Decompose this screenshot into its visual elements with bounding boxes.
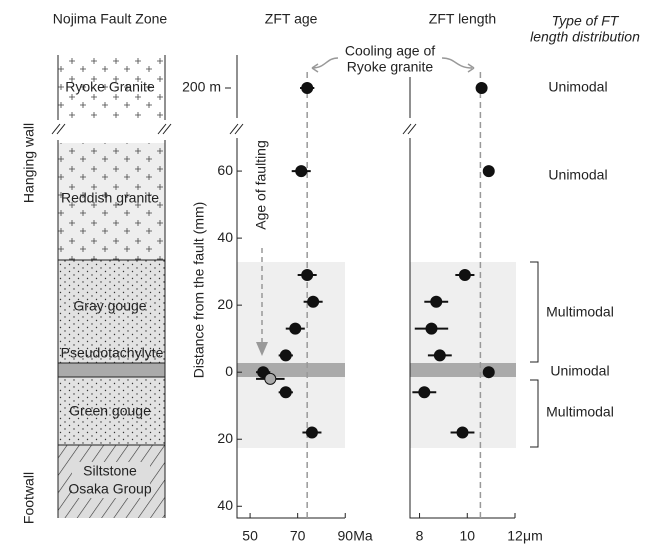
x-unit: μm [523,528,543,544]
y-tick-label: 0 [225,363,233,379]
x-tick-label: 70 [290,528,306,544]
point [418,386,431,399]
point [305,426,318,439]
x-tick-label: 12 [507,528,523,544]
y-break-label: 200 m [182,79,221,95]
panel-title: ZFT age [265,11,318,27]
y-tick-label: 20 [217,430,233,446]
layer-label: Gray gouge [73,298,146,314]
y-tick-label: 20 [217,296,233,312]
point [301,268,314,281]
layer-label: Osaka Group [68,481,151,497]
y-tick-label: 60 [217,162,233,178]
layer-label: Ryoke Granite [65,79,155,95]
annotation: Cooling age of [345,43,435,59]
axes [236,55,515,519]
x-tick-label: 8 [416,528,424,544]
footwall: Footwall [21,472,37,524]
x-tick-label: 10 [459,528,475,544]
panel-title: ZFT length [429,11,496,27]
point [456,426,469,439]
annotation-arrow [311,57,473,69]
point [433,349,446,362]
annotation: Age of faulting [253,140,269,230]
point [279,349,292,362]
point [482,366,495,379]
dist-label: Unimodal [550,363,609,379]
point [425,322,438,335]
dist-label: Unimodal [548,167,607,183]
layer-label: Reddish granite [61,190,159,206]
point [458,268,471,281]
pt-band [237,363,345,377]
dist-label: Multimodal [546,404,614,420]
dist-title: Type of FT [552,13,620,29]
x-tick-label: 90 [337,528,353,544]
shade [410,262,516,448]
y-label: Distance from the fault (mm) [191,202,207,379]
y-tick-label: 40 [217,229,233,245]
column-title: Nojima Fault Zone [53,11,168,27]
point [482,165,495,178]
annotation-box [338,43,442,77]
y-tick-label: 40 [217,497,233,513]
point [279,386,292,399]
annotation-arrow [256,342,268,356]
point [307,295,320,308]
layer-label: Pseudotachylyte [61,345,164,361]
dist-label: Unimodal [548,79,607,95]
point [430,295,443,308]
annotation-arrow [311,63,475,73]
point [295,165,308,178]
layer-label: Siltstone [83,463,137,479]
point [264,372,277,385]
annotation: Ryoke granite [347,59,434,75]
point [475,82,488,94]
x-unit: Ma [353,528,373,544]
axis-break [229,123,417,135]
layer-label: Green gouge [69,403,151,419]
x-tick-label: 50 [242,528,258,544]
point [289,322,302,335]
dist-label: Multimodal [546,304,614,320]
bracket [530,261,539,448]
dist-title: length distribution [530,29,640,45]
pt-band [410,363,516,377]
hanging-wall: Hanging wall [21,123,37,203]
point [301,82,314,94]
fault-column [51,55,172,518]
